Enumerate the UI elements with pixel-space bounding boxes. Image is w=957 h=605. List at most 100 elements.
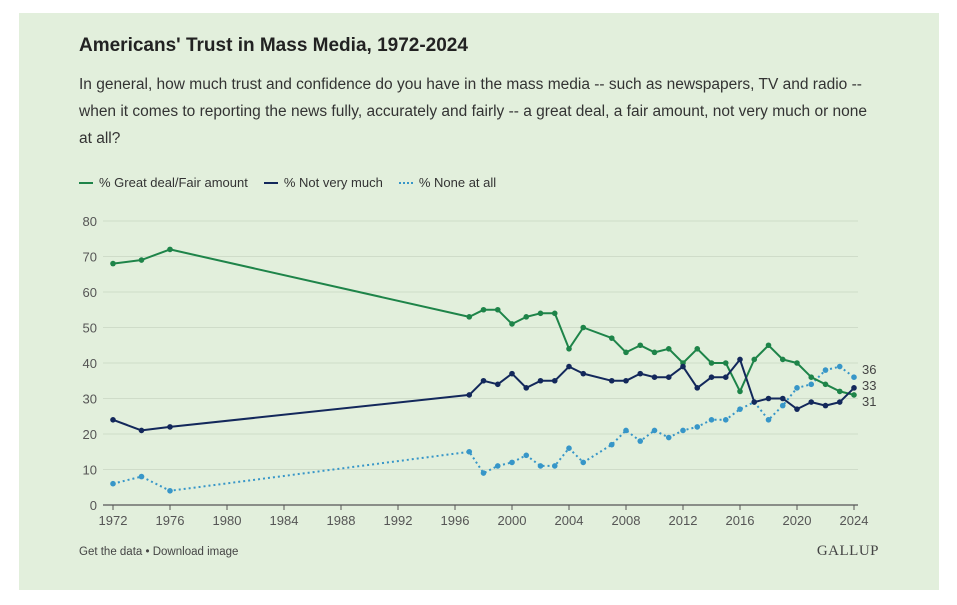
x-tick-label-1992: 1992: [384, 513, 413, 528]
data-point-not-very-1974: [138, 427, 145, 434]
y-tick-label-0: 0: [90, 498, 97, 513]
data-point-not-very-2021: [808, 399, 815, 405]
data-point-none-2009: [637, 438, 644, 444]
y-tick-label-10: 10: [83, 463, 97, 478]
data-point-not-very-2022: [822, 402, 829, 409]
end-label-none: 36: [862, 362, 876, 377]
data-point-great-fair-2009: [637, 342, 644, 349]
data-point-great-fair-2024: [851, 392, 857, 398]
data-point-not-very-2013: [694, 385, 701, 391]
chart-card: Americans' Trust in Mass Media, 1972-202…: [19, 13, 939, 590]
data-point-not-very-2011: [665, 374, 672, 381]
end-label-not-very: 33: [862, 378, 876, 393]
series-line-not-very: [112, 358, 855, 432]
series-line-great-fair: [112, 248, 855, 396]
data-point-great-fair-1972: [110, 260, 116, 267]
data-point-great-fair-2017: [751, 356, 758, 363]
data-point-none-1976: [167, 488, 173, 494]
data-point-great-fair-2019: [779, 356, 786, 363]
data-point-none-2013: [694, 424, 701, 430]
data-point-great-fair-2005: [580, 324, 587, 331]
data-point-great-fair-2020: [794, 360, 800, 366]
data-point-great-fair-2008: [623, 349, 629, 356]
chart-title: Americans' Trust in Mass Media, 1972-202…: [79, 35, 468, 56]
data-point-great-fair-2001: [523, 314, 530, 320]
data-point-great-fair-2016: [737, 388, 743, 395]
data-point-not-very-2009: [637, 370, 644, 377]
x-tick-label-2024: 2024: [840, 513, 869, 528]
data-point-great-fair-2000: [509, 321, 515, 327]
data-point-none-2011: [665, 434, 672, 441]
x-tick-label-1976: 1976: [156, 513, 185, 528]
get-data-link[interactable]: Get the data: [79, 546, 143, 558]
data-point-great-fair-2018: [765, 342, 772, 349]
y-tick-label-50: 50: [83, 321, 97, 336]
data-point-great-fair-2021: [808, 374, 815, 381]
data-point-not-very-2010: [651, 374, 658, 381]
legend-label-not-very: % Not very much: [283, 175, 383, 190]
data-point-not-very-2008: [623, 377, 629, 384]
y-tick-label-70: 70: [83, 250, 97, 265]
data-point-not-very-2016: [737, 356, 743, 363]
data-point-great-fair-2011: [665, 346, 672, 352]
data-point-not-very-2023: [836, 399, 843, 405]
data-point-not-very-2024: [851, 385, 857, 391]
data-point-not-very-2015: [722, 374, 729, 381]
x-tick-label-1988: 1988: [327, 513, 356, 528]
data-point-none-2008: [623, 427, 629, 434]
y-tick-label-80: 80: [83, 214, 97, 229]
data-point-great-fair-1999: [494, 306, 501, 313]
data-point-not-very-1999: [494, 381, 501, 388]
data-point-none-2007: [608, 441, 615, 448]
data-point-great-fair-2003: [551, 310, 558, 317]
data-point-great-fair-2022: [822, 381, 829, 388]
data-point-none-2018: [765, 417, 772, 423]
data-point-none-1999: [494, 463, 501, 469]
legend-swatch-not-very: [263, 181, 278, 184]
data-point-none-2012: [680, 427, 686, 434]
data-point-great-fair-1998: [480, 306, 487, 313]
x-tick-label-2000: 2000: [498, 513, 527, 528]
download-image-link[interactable]: Download image: [152, 546, 239, 558]
data-point-none-2003: [551, 463, 558, 469]
footer-separator: •: [145, 546, 150, 558]
y-tick-label-20: 20: [83, 427, 97, 442]
x-tick-label-1972: 1972: [99, 513, 128, 528]
data-point-not-very-1972: [110, 417, 116, 423]
data-point-none-1974: [138, 473, 145, 480]
data-point-not-very-2017: [751, 399, 758, 405]
x-tick-label-2012: 2012: [669, 513, 698, 528]
x-tick-label-2004: 2004: [555, 513, 584, 528]
data-point-not-very-2003: [551, 377, 558, 384]
x-tick-label-2016: 2016: [726, 513, 755, 528]
data-point-none-2022: [822, 367, 829, 373]
data-point-none-2000: [509, 459, 515, 466]
data-point-great-fair-1974: [138, 257, 145, 263]
data-point-none-2014: [708, 417, 715, 423]
end-label-great-fair: 31: [862, 394, 876, 409]
y-tick-label-30: 30: [83, 392, 97, 407]
data-point-great-fair-2010: [651, 349, 658, 356]
data-point-not-very-2002: [537, 377, 544, 384]
data-point-none-2020: [794, 385, 800, 391]
data-point-great-fair-2007: [608, 335, 615, 341]
data-point-none-2004: [566, 445, 572, 452]
data-point-not-very-2001: [523, 385, 530, 391]
data-point-great-fair-2023: [836, 388, 843, 395]
legend-swatch-great-fair: [79, 181, 93, 184]
y-tick-label-60: 60: [83, 285, 97, 300]
data-point-none-2019: [779, 402, 786, 409]
legend-item-great-fair: % Great deal/Fair amount: [79, 175, 248, 190]
data-point-none-2010: [651, 427, 658, 434]
legend-swatch-none: [398, 181, 413, 184]
x-tick-label-1980: 1980: [213, 513, 242, 528]
data-point-none-2002: [537, 463, 544, 469]
data-point-not-very-2007: [608, 377, 615, 384]
x-tick-label-1984: 1984: [270, 513, 299, 528]
data-point-none-2005: [580, 459, 587, 466]
data-point-great-fair-1997: [466, 314, 473, 320]
data-point-great-fair-2004: [566, 346, 572, 352]
data-point-none-2001: [523, 452, 530, 459]
legend-item-not-very: % Not very much: [263, 175, 383, 190]
